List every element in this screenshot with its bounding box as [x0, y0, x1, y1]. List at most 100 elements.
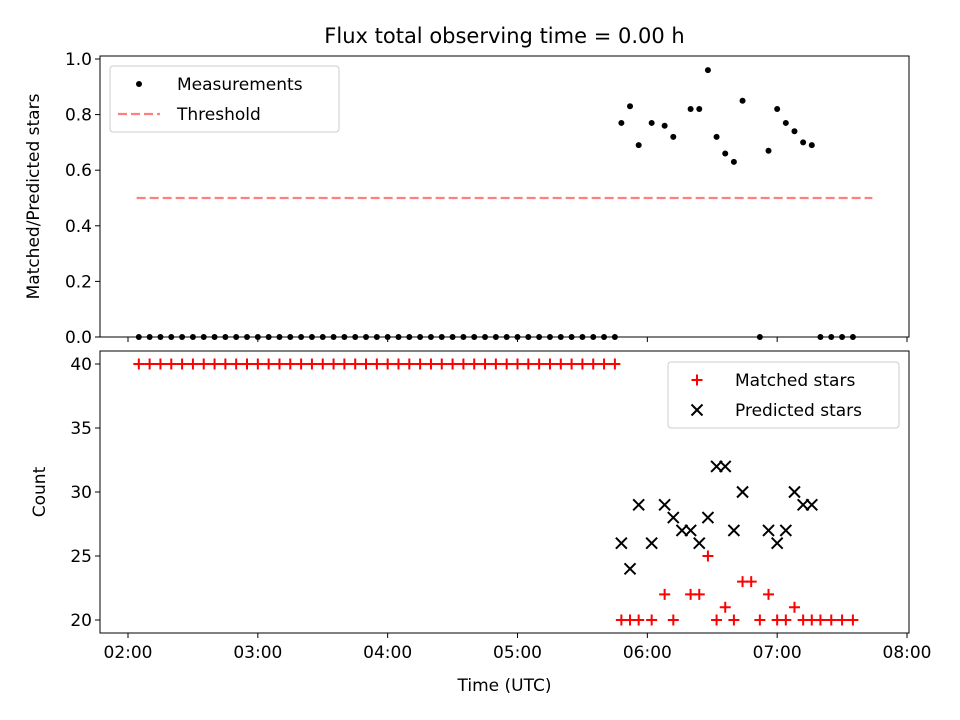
data-point: [427, 334, 434, 340]
data-point: [615, 536, 628, 550]
data-point: [438, 334, 445, 340]
y-tick-label: 30: [70, 483, 92, 503]
data-point: [684, 524, 697, 537]
data-point: [754, 614, 766, 626]
data-point: [406, 334, 413, 340]
y-tick-label: 0.4: [65, 217, 92, 237]
data-point: [847, 614, 859, 626]
y-tick-label: 0.2: [65, 272, 92, 292]
data-point: [780, 614, 792, 626]
data-point: [392, 358, 404, 370]
data-point: [727, 524, 741, 537]
data-point: [667, 511, 680, 524]
data-point: [661, 122, 668, 129]
data-point: [341, 334, 348, 340]
data-point: [384, 334, 391, 340]
x-tick-label: 03:00: [233, 643, 282, 663]
data-point: [590, 334, 597, 340]
data-point: [713, 133, 720, 140]
data-point: [395, 334, 402, 340]
data-point: [492, 334, 499, 340]
data-point: [154, 358, 166, 370]
data-point: [317, 358, 329, 370]
data-point: [736, 485, 749, 499]
data-point: [693, 588, 705, 600]
y-tick-label: 40: [70, 355, 92, 375]
data-point: [287, 334, 294, 340]
data-point: [788, 601, 800, 613]
data-point: [352, 334, 359, 340]
legend-box: [667, 361, 900, 429]
data-point: [579, 334, 586, 340]
data-point: [598, 358, 610, 370]
data-point: [609, 358, 621, 370]
data-point: [273, 358, 285, 370]
x-axis-label: Time (UTC): [457, 676, 552, 696]
data-point: [284, 358, 296, 370]
data-point: [144, 358, 156, 370]
data-point: [295, 358, 307, 370]
data-point: [687, 106, 694, 113]
data-point: [800, 139, 807, 146]
data-point: [449, 334, 456, 340]
data-point: [135, 334, 142, 340]
data-point: [276, 334, 283, 340]
x-tick-label: 06:00: [623, 643, 672, 663]
data-point: [233, 334, 240, 340]
data-point: [770, 536, 784, 550]
data-point: [779, 524, 793, 537]
data-point: [696, 106, 703, 113]
legend-box: [109, 65, 340, 133]
series-matched-stars: [133, 358, 859, 626]
data-point: [436, 358, 448, 370]
data-point: [702, 550, 714, 562]
legend-marker: [690, 403, 704, 417]
data-point: [763, 588, 775, 600]
data-point: [635, 142, 642, 149]
data-point: [618, 119, 625, 126]
data-point: [659, 588, 671, 600]
data-point: [765, 147, 772, 154]
data-point: [222, 334, 229, 340]
data-point: [722, 150, 729, 157]
data-point: [711, 614, 723, 626]
data-point: [198, 358, 210, 370]
data-point: [667, 614, 679, 626]
data-point: [263, 358, 275, 370]
data-point: [244, 334, 251, 340]
data-point: [646, 614, 658, 626]
data-point: [739, 97, 746, 104]
legend-marker: [691, 374, 703, 386]
legend: Matched stars Predicted stars: [667, 361, 900, 429]
x-tick-label: 02:00: [104, 643, 153, 663]
data-point: [306, 358, 318, 370]
legend-label: Matched stars: [735, 371, 855, 391]
data-point: [209, 358, 221, 370]
y-tick-label: 0.0: [65, 328, 92, 348]
data-point: [230, 358, 242, 370]
data-point: [328, 358, 340, 370]
data-point: [308, 334, 315, 340]
data-point: [808, 142, 815, 149]
data-point: [189, 334, 196, 340]
x-tick-label: 04:00: [363, 643, 412, 663]
data-point: [447, 358, 459, 370]
data-point: [817, 334, 824, 340]
y-tick-label: 0.8: [65, 106, 92, 126]
y-tick-label: 0.6: [65, 161, 92, 181]
chart-title: Flux total observing time = 0.00 h: [324, 24, 684, 48]
data-point: [471, 334, 478, 340]
data-point: [512, 358, 523, 370]
series-measurements: [135, 67, 856, 340]
data-point: [633, 614, 645, 626]
data-point: [373, 334, 380, 340]
data-point: [611, 334, 618, 340]
data-point: [774, 106, 781, 113]
data-point: [252, 358, 264, 370]
data-point: [382, 358, 394, 370]
data-point: [632, 498, 645, 512]
data-point: [544, 358, 556, 370]
bottom-subplot: 20 25 30 35 40 02:00 03:00 04:00 05:00 06:00 07:00…: [30, 350, 932, 696]
data-point: [265, 334, 272, 340]
series-predicted-stars: [615, 460, 818, 576]
